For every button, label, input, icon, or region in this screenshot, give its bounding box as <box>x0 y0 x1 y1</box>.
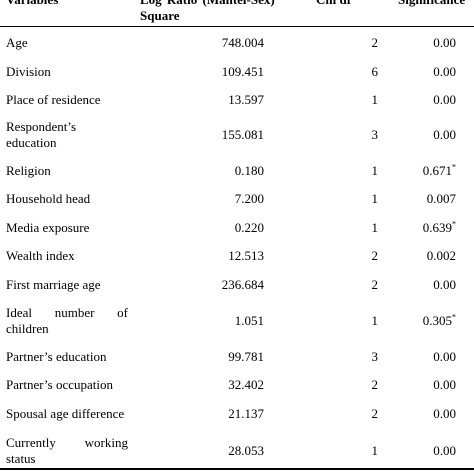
cell-log-ratio: 99.781 <box>228 349 264 364</box>
cell-df: 1 <box>371 443 379 458</box>
cell-significance: 0.002 <box>426 248 456 263</box>
cell-significance: 0.00 <box>433 64 456 79</box>
cell-significance: 0.00 <box>433 349 456 364</box>
cell-significance: 0.639* <box>422 219 456 235</box>
cell-significance: 0.671* <box>422 162 456 178</box>
cell-log-ratio: 13.597 <box>228 92 264 107</box>
cell-variable: Currently working status <box>6 435 128 466</box>
cell-variable: Media exposure <box>6 220 90 235</box>
table-header: Variables Log Ratio (Mantel-Sex) Square … <box>0 0 474 42</box>
cell-df: 2 <box>371 406 379 421</box>
cell-log-ratio: 7.200 <box>234 191 264 206</box>
cell-significance: 0.00 <box>433 92 456 107</box>
cell-df: 2 <box>371 35 379 50</box>
cell-variable: Ideal number of children <box>6 305 128 336</box>
cell-significance: 0.00 <box>433 35 456 50</box>
cell-variable: Partner’s education <box>6 349 107 364</box>
cell-df: 2 <box>371 377 379 392</box>
cell-variable: Partner’s occupation <box>6 377 113 392</box>
cell-variable: Spousal age difference <box>6 406 125 421</box>
cell-df: 1 <box>371 92 379 107</box>
cell-log-ratio: 0.220 <box>234 220 264 235</box>
cell-variable: Place of residence <box>6 92 101 107</box>
cell-significance: 0.00 <box>433 443 456 458</box>
header-log-ratio-line1: Log Ratio (Mantel-Sex) <box>140 0 275 8</box>
cell-significance: 0.305* <box>422 312 456 328</box>
cell-variable: Wealth index <box>6 248 75 263</box>
cell-significance: 0.00 <box>433 127 456 142</box>
cell-log-ratio: 748.004 <box>221 35 264 50</box>
cell-variable: Age <box>6 35 28 50</box>
cell-log-ratio: 109.451 <box>221 64 264 79</box>
cell-df: 1 <box>371 163 379 178</box>
cell-log-ratio: 0.180 <box>234 163 264 178</box>
cell-log-ratio: 12.513 <box>228 248 264 263</box>
cell-variable: Religion <box>6 163 51 178</box>
cell-df: 6 <box>371 64 379 79</box>
cell-log-ratio: 32.402 <box>228 377 264 392</box>
cell-significance: 0.00 <box>433 406 456 421</box>
header-log-ratio-line2: Square <box>140 8 180 23</box>
cell-log-ratio: 155.081 <box>221 127 264 142</box>
header-rule <box>0 26 474 27</box>
header-df: Chi df <box>316 0 351 8</box>
cell-variable: Household head <box>6 191 91 206</box>
cell-variable: First marriage age <box>6 277 101 292</box>
cell-df: 2 <box>371 248 379 263</box>
cell-log-ratio: 28.053 <box>228 443 264 458</box>
cell-significance: 0.00 <box>433 277 456 292</box>
header-variables: Variables <box>6 0 58 8</box>
cell-variable: Respondent’s education <box>6 119 77 150</box>
cell-df: 2 <box>371 277 379 292</box>
header-significance: Significance <box>398 0 465 8</box>
cell-df: 1 <box>371 220 379 235</box>
cell-log-ratio: 21.137 <box>228 406 264 421</box>
cell-significance: 0.007 <box>426 191 456 206</box>
cell-df: 1 <box>371 191 379 206</box>
cell-variable: Division <box>6 64 51 79</box>
cell-df: 3 <box>371 349 379 364</box>
cell-significance: 0.00 <box>433 377 456 392</box>
cell-log-ratio: 236.684 <box>221 277 264 292</box>
cell-df: 1 <box>371 313 379 328</box>
cell-log-ratio: 1.051 <box>234 313 264 328</box>
bottom-rule <box>0 468 474 470</box>
cell-df: 3 <box>371 127 379 142</box>
